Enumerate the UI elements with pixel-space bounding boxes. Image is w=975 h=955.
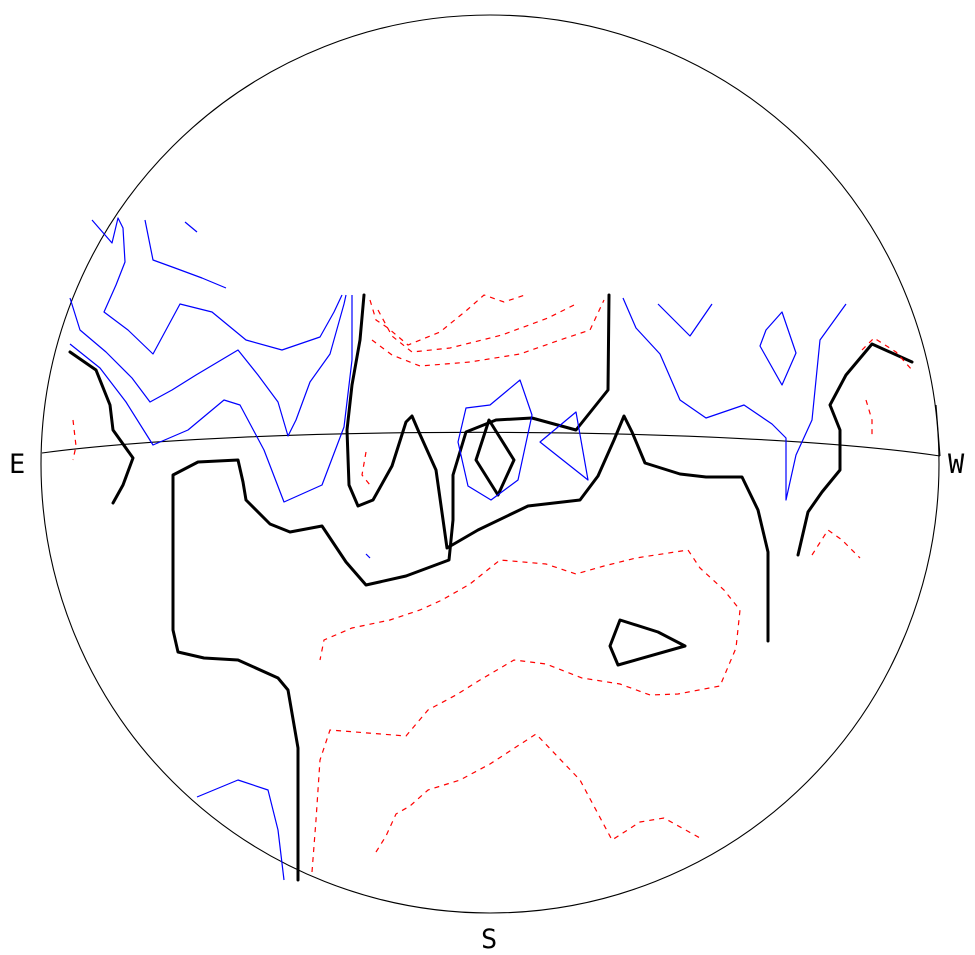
positive-contour-line bbox=[861, 337, 913, 371]
zero-contour-line bbox=[796, 342, 914, 557]
negative-contour-line bbox=[622, 297, 847, 501]
positive-contour-line bbox=[361, 451, 371, 486]
zero-contour-line bbox=[474, 418, 516, 497]
west-label: W bbox=[948, 449, 965, 480]
negative-contour-line bbox=[144, 219, 227, 289]
zero-contour-line bbox=[608, 618, 687, 667]
negative-contour-line bbox=[657, 303, 713, 337]
east-label: E bbox=[9, 449, 25, 480]
negative-contours bbox=[69, 217, 847, 881]
negative-contour-line bbox=[759, 311, 797, 386]
negative-contour-line bbox=[91, 217, 343, 355]
positive-contour-line bbox=[371, 299, 605, 367]
zero-contour-line bbox=[171, 293, 611, 882]
negative-contour-line bbox=[69, 295, 353, 503]
sphere-outline bbox=[40, 14, 940, 914]
positive-contour-line bbox=[865, 399, 873, 438]
negative-contour-line bbox=[196, 779, 285, 881]
positive-contour-line bbox=[72, 419, 77, 461]
negative-contour-line bbox=[365, 553, 371, 559]
south-label: S bbox=[481, 924, 497, 955]
negative-contour-line bbox=[539, 411, 589, 481]
positive-contour-line bbox=[311, 549, 741, 873]
negative-contour-line bbox=[457, 379, 533, 501]
zero-contour-line bbox=[345, 293, 770, 643]
zero-contour-line bbox=[68, 350, 135, 505]
positive-contours bbox=[72, 294, 913, 873]
positive-contour-line bbox=[377, 303, 577, 353]
rim-tick-west bbox=[935, 404, 941, 457]
equator-line bbox=[41, 431, 941, 457]
zero-contours bbox=[68, 293, 914, 882]
negative-contour-line bbox=[184, 221, 198, 233]
positive-contour-line bbox=[811, 529, 861, 559]
positive-contour-line bbox=[375, 733, 701, 853]
negative-contour-line bbox=[69, 294, 347, 437]
